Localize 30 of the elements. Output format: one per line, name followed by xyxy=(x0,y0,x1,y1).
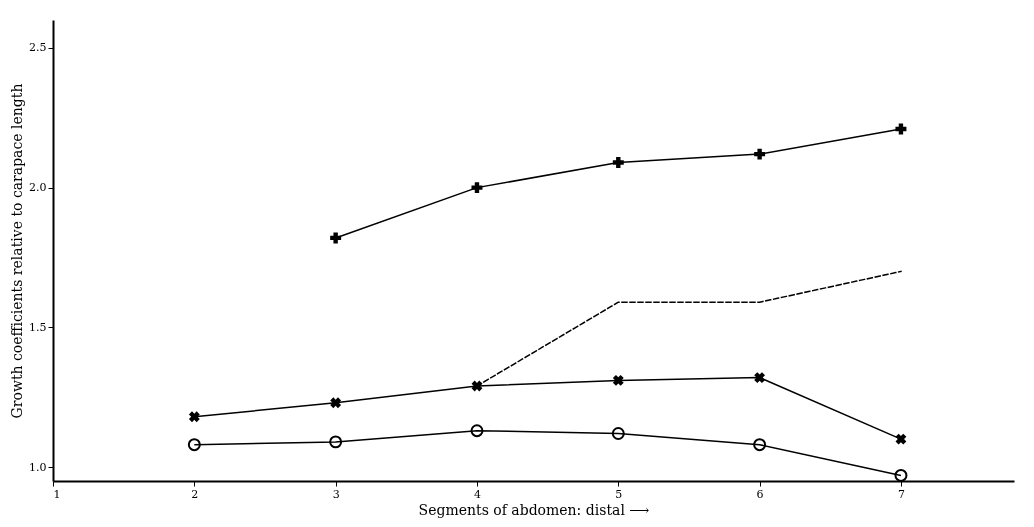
point xyxy=(471,380,483,392)
x-tick-label: 4 xyxy=(473,487,481,501)
x-tick-label: 6 xyxy=(756,487,764,501)
x-tick-label: 2 xyxy=(191,487,199,501)
y-axis-title: Growth coefficients relative to carapace length xyxy=(9,83,26,419)
x-tick-label: 7 xyxy=(897,487,905,501)
point xyxy=(330,232,342,244)
y-tick-label: 1.0 xyxy=(29,460,47,474)
point xyxy=(754,372,766,384)
point xyxy=(894,468,908,482)
y-tick-label: 1.5 xyxy=(29,320,47,334)
y-tick-label: 2.5 xyxy=(29,41,47,55)
point xyxy=(611,427,625,440)
x-axis-title: Segments of abdomen: distal ⟶ xyxy=(418,501,650,518)
x-tick-label: 1 xyxy=(53,487,61,501)
point xyxy=(470,424,484,438)
x-tick-label: 5 xyxy=(615,487,623,501)
x-tick-label: 3 xyxy=(332,487,340,501)
point xyxy=(330,397,342,409)
point xyxy=(612,157,624,168)
point xyxy=(188,411,200,423)
point xyxy=(754,148,766,160)
point xyxy=(753,438,767,452)
point xyxy=(187,438,201,452)
y-tick-label: 2.0 xyxy=(29,181,47,195)
point xyxy=(612,375,624,386)
point xyxy=(471,182,483,194)
point xyxy=(329,435,343,449)
point xyxy=(895,123,907,135)
point xyxy=(895,433,907,445)
